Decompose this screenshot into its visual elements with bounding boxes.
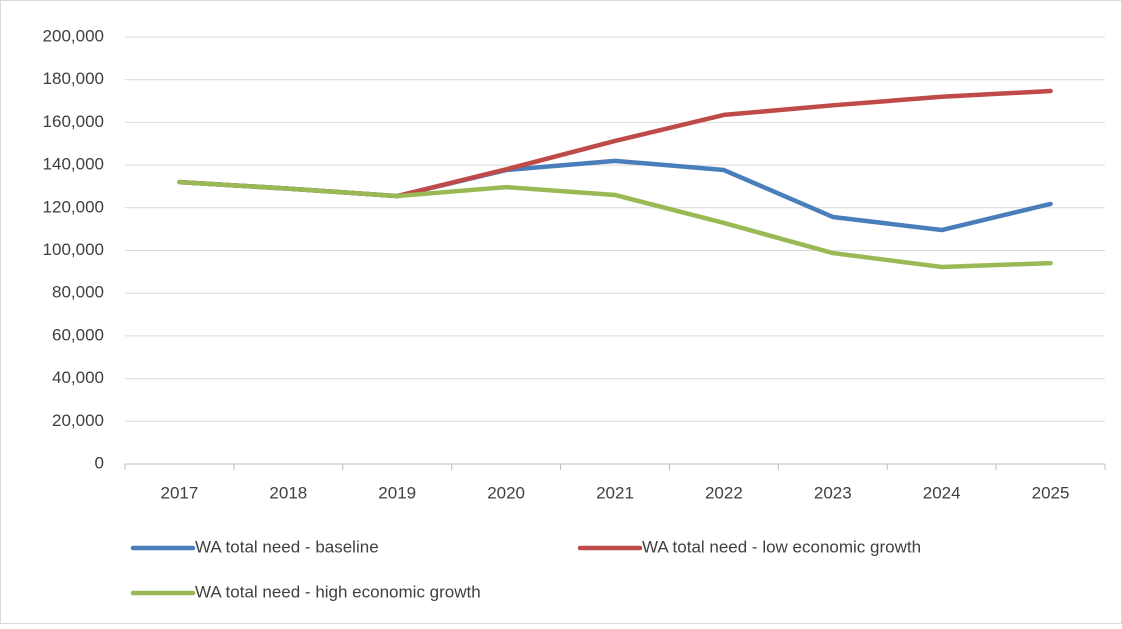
- y-tick-label: 100,000: [43, 240, 104, 259]
- y-tick-label: 80,000: [52, 283, 104, 302]
- y-tick-label: 20,000: [52, 411, 104, 430]
- x-tick-label: 2025: [1032, 483, 1070, 502]
- x-tick-label: 2024: [923, 483, 961, 502]
- x-tick-label: 2018: [269, 483, 307, 502]
- y-tick-label: 200,000: [43, 26, 104, 45]
- series-line: [177, 179, 1053, 270]
- y-tick-label: 180,000: [43, 69, 104, 88]
- y-tick-label: 140,000: [43, 155, 104, 174]
- x-tick-label: 2023: [814, 483, 852, 502]
- y-tick-label: 0: [95, 453, 104, 472]
- x-tick-label: 2022: [705, 483, 743, 502]
- y-tick-label: 40,000: [52, 368, 104, 387]
- x-tick-label: 2017: [161, 483, 199, 502]
- x-tick-label: 2019: [378, 483, 416, 502]
- legend-label: WA total need - high economic growth: [195, 582, 481, 601]
- y-tick-label: 120,000: [43, 197, 104, 216]
- legend-label: WA total need - low economic growth: [642, 537, 921, 556]
- x-tick-label: 2021: [596, 483, 634, 502]
- x-tick-label: 2020: [487, 483, 525, 502]
- y-tick-label: 60,000: [52, 325, 104, 344]
- legend-label: WA total need - baseline: [195, 537, 379, 556]
- y-tick-label: 160,000: [43, 112, 104, 131]
